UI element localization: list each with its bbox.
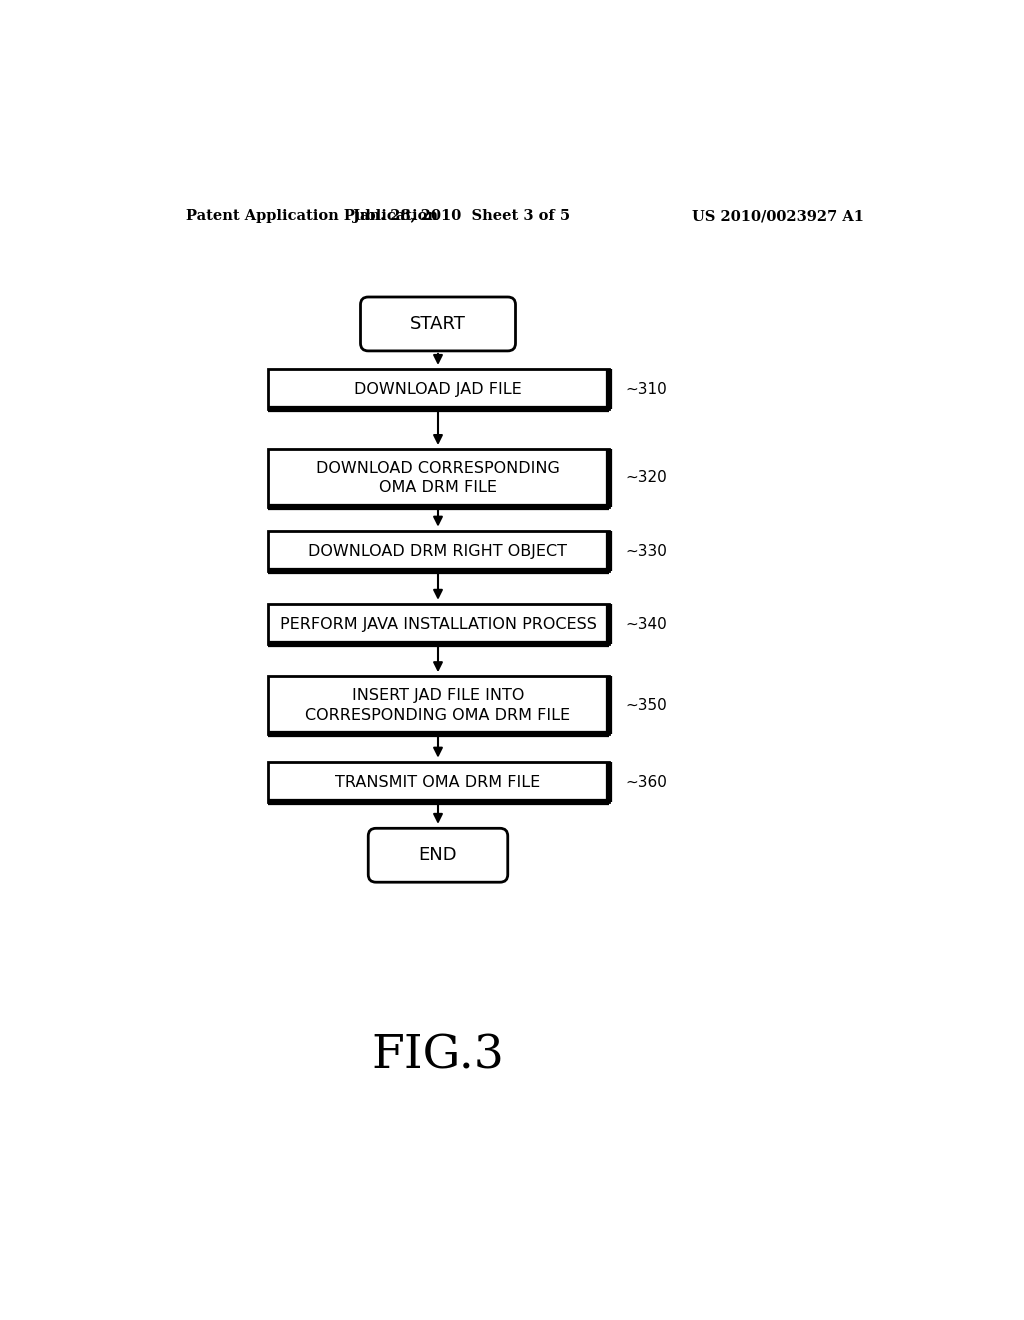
Text: ∼330: ∼330 bbox=[626, 544, 668, 558]
Text: ∼350: ∼350 bbox=[626, 697, 668, 713]
Text: PERFORM JAVA INSTALLATION PROCESS: PERFORM JAVA INSTALLATION PROCESS bbox=[280, 616, 596, 632]
Text: DOWNLOAD CORRESPONDING
OMA DRM FILE: DOWNLOAD CORRESPONDING OMA DRM FILE bbox=[316, 461, 560, 495]
FancyBboxPatch shape bbox=[267, 449, 608, 507]
FancyBboxPatch shape bbox=[267, 531, 608, 572]
Text: INSERT JAD FILE INTO
CORRESPONDING OMA DRM FILE: INSERT JAD FILE INTO CORRESPONDING OMA D… bbox=[305, 688, 570, 722]
FancyBboxPatch shape bbox=[267, 370, 608, 409]
FancyBboxPatch shape bbox=[369, 829, 508, 882]
Text: DOWNLOAD JAD FILE: DOWNLOAD JAD FILE bbox=[354, 381, 522, 397]
Text: FIG.3: FIG.3 bbox=[372, 1032, 505, 1078]
Text: ∼310: ∼310 bbox=[626, 381, 668, 397]
FancyBboxPatch shape bbox=[267, 605, 608, 644]
Text: END: END bbox=[419, 846, 458, 865]
FancyBboxPatch shape bbox=[267, 762, 608, 803]
Text: TRANSMIT OMA DRM FILE: TRANSMIT OMA DRM FILE bbox=[336, 775, 541, 789]
Text: Patent Application Publication: Patent Application Publication bbox=[186, 209, 438, 223]
Text: ∼320: ∼320 bbox=[626, 470, 668, 486]
FancyBboxPatch shape bbox=[267, 676, 608, 734]
Text: DOWNLOAD DRM RIGHT OBJECT: DOWNLOAD DRM RIGHT OBJECT bbox=[308, 544, 567, 558]
FancyBboxPatch shape bbox=[360, 297, 515, 351]
Text: Jan. 28, 2010  Sheet 3 of 5: Jan. 28, 2010 Sheet 3 of 5 bbox=[352, 209, 569, 223]
Text: ∼340: ∼340 bbox=[626, 616, 668, 632]
Text: US 2010/0023927 A1: US 2010/0023927 A1 bbox=[692, 209, 864, 223]
Text: START: START bbox=[410, 315, 466, 333]
Text: ∼360: ∼360 bbox=[626, 775, 668, 789]
